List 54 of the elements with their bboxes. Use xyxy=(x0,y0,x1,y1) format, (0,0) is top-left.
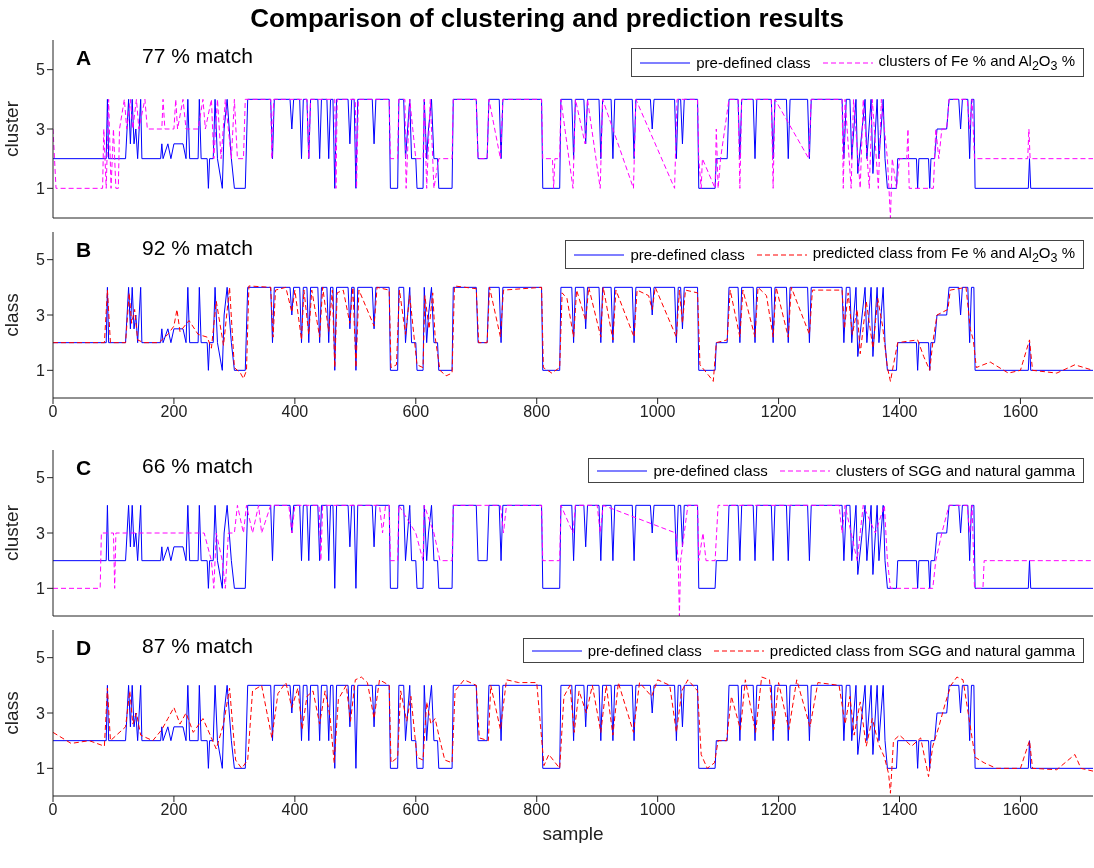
x-tick-label: 600 xyxy=(402,801,430,819)
x-tick-label: 600 xyxy=(402,403,430,421)
y-tick-label: 3 xyxy=(36,704,46,722)
annotation: 66 % match xyxy=(142,454,253,478)
chart-title: Comparison of clustering and prediction results xyxy=(249,2,845,35)
y-tick-label: 5 xyxy=(36,251,46,269)
annotation: A xyxy=(76,46,92,70)
y-axis-title: class xyxy=(1,691,22,735)
y-tick-label: 5 xyxy=(36,649,46,667)
x-tick-label: 400 xyxy=(281,403,309,421)
y-tick-label: 3 xyxy=(36,306,46,324)
y-tick-label: 3 xyxy=(36,524,46,542)
legend-label: predicted class from Fe % and Al$_{2}$O$_{3}$ % xyxy=(812,244,1075,265)
x-tick-label: 0 xyxy=(48,403,58,421)
y-tick-label: 5 xyxy=(36,61,46,79)
legend-label: pre-defined class xyxy=(630,246,745,263)
y-tick-label: 1 xyxy=(36,580,46,598)
x-tick-label: 1600 xyxy=(1002,801,1039,819)
y-axis-title: cluster xyxy=(1,100,22,157)
line-series xyxy=(53,684,1093,769)
y-tick-label: 1 xyxy=(36,760,46,778)
x-tick-label: 1000 xyxy=(639,801,676,819)
legend-label: pre-defined class xyxy=(696,54,811,71)
annotation: 87 % match xyxy=(142,634,253,658)
annotation: B xyxy=(76,238,92,262)
legend-label: clusters of SGG and natural gamma xyxy=(835,462,1075,479)
x-tick-label: 1400 xyxy=(881,403,918,421)
x-tick-label: 1400 xyxy=(881,801,918,819)
line-series xyxy=(53,98,1093,189)
legend-label: pre-defined class xyxy=(587,642,702,659)
y-tick-label: 3 xyxy=(36,120,46,138)
legend-label: predicted class from SGG and natural gamma xyxy=(769,642,1075,659)
line-series xyxy=(53,504,1093,589)
annotation: D xyxy=(76,636,92,660)
x-tick-label: 1200 xyxy=(760,403,797,421)
y-tick-label: 1 xyxy=(36,362,46,380)
x-tick-label: 1600 xyxy=(1002,403,1039,421)
x-tick-label: 0 xyxy=(48,801,58,819)
annotation: C xyxy=(76,456,92,480)
legend-label: clusters of Fe % and Al$_{2}$O$_{3}$ % xyxy=(878,52,1075,73)
x-tick-label: 400 xyxy=(281,801,309,819)
annotation: 77 % match xyxy=(142,44,253,68)
y-axis-title: class xyxy=(1,293,22,337)
y-axis-title: cluster xyxy=(1,504,22,561)
x-tick-label: 1200 xyxy=(760,801,797,819)
y-tick-label: 1 xyxy=(36,180,46,198)
annotation: 92 % match xyxy=(142,236,253,260)
x-tick-label: 800 xyxy=(523,801,551,819)
x-tick-label: 800 xyxy=(523,403,551,421)
y-tick-label: 5 xyxy=(36,469,46,487)
x-tick-label: 200 xyxy=(160,403,188,421)
x-tick-label: 1000 xyxy=(639,403,676,421)
legend-label: pre-defined class xyxy=(653,462,768,479)
x-tick-label: 200 xyxy=(160,801,188,819)
